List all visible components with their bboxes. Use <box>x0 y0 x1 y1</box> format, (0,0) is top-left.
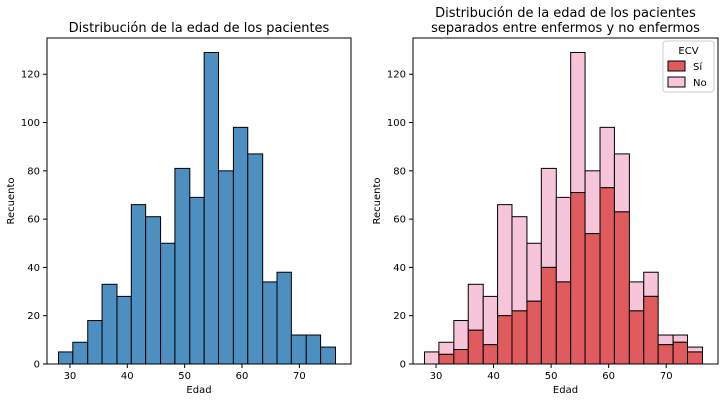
bar <box>232 126 249 365</box>
chart-title: separados entre enfermos y no enfermos <box>431 21 700 36</box>
bar <box>72 341 89 365</box>
bar-segment-no <box>687 346 703 353</box>
bar <box>247 153 264 365</box>
bar-segment-no <box>453 320 469 351</box>
bar <box>218 170 234 365</box>
bar-segment-si <box>613 211 630 365</box>
x-tick-label: 40 <box>121 371 134 382</box>
bar-segment-si <box>687 351 703 365</box>
bar-segment-si <box>657 344 674 365</box>
bar-segment-no <box>497 204 513 317</box>
bar-segment-si <box>672 341 689 365</box>
y-tick-label: 80 <box>27 166 40 177</box>
bar <box>305 334 322 365</box>
legend-label: No <box>693 78 707 89</box>
bar <box>189 196 205 365</box>
bar-segment-no <box>643 271 659 297</box>
bar-segment-no <box>570 51 586 194</box>
bar-segment-si <box>482 344 499 365</box>
y-tick-label: 40 <box>27 263 40 274</box>
x-tick-label: 50 <box>178 371 191 382</box>
plot-frame <box>46 37 352 365</box>
chart-panel-2: 30 40 50 60 70 0 20 40 60 80 100 120 Edad Recuento Dis… <box>372 6 719 396</box>
y-tick-label: 120 <box>21 70 40 81</box>
y-axis-label: Recuento <box>372 177 383 224</box>
plot-frame <box>412 37 719 365</box>
bar <box>57 351 74 365</box>
bar <box>116 295 132 365</box>
bar-segment-no <box>584 170 601 235</box>
legend-title: ECV <box>678 46 698 57</box>
bar-segment-si <box>628 310 645 365</box>
y-tick-label: 60 <box>393 215 406 226</box>
y-tick-label: 0 <box>400 360 406 371</box>
bar-segment-si <box>526 300 542 365</box>
bar-segment-si <box>540 266 557 365</box>
y-tick-label: 0 <box>34 360 40 371</box>
bar <box>203 51 220 365</box>
legend-swatch <box>667 76 686 88</box>
bar-segment-no <box>613 153 630 213</box>
bar-segment-si <box>599 187 615 365</box>
x-tick-label: 60 <box>602 371 615 382</box>
y-axis-label: Recuento <box>6 177 17 224</box>
bar-segment-si <box>467 329 484 365</box>
x-tick-label: 30 <box>64 371 77 382</box>
y-tick-label: 40 <box>393 263 406 274</box>
x-axis-label: Edad <box>186 385 211 396</box>
bar <box>87 320 103 365</box>
bar <box>145 216 162 365</box>
bar <box>174 167 191 365</box>
x-tick-label: 50 <box>545 371 558 382</box>
bar-segment-si <box>643 295 659 365</box>
bar <box>130 204 147 365</box>
bar-segment-no <box>526 242 542 302</box>
bar-segment-no <box>467 283 484 331</box>
chart-title: Distribución de la edad de los pacientes <box>69 21 330 36</box>
bar <box>160 242 176 365</box>
bar-segment-si <box>453 349 469 365</box>
bar-segment-no <box>599 126 615 189</box>
legend: ECV Sí No <box>662 40 715 93</box>
bar <box>262 281 278 365</box>
legend-swatch <box>667 60 686 72</box>
y-tick-label: 80 <box>393 166 406 177</box>
y-tick-label: 20 <box>393 311 406 322</box>
bar-segment-si <box>584 233 601 365</box>
bar-segment-no <box>424 351 440 365</box>
x-tick-label: 70 <box>660 371 673 382</box>
bar-segment-no <box>438 341 455 355</box>
x-tick-label: 40 <box>487 371 500 382</box>
bar <box>276 271 292 365</box>
bar-segment-si <box>511 310 528 365</box>
x-tick-label: 60 <box>236 371 249 382</box>
y-tick-label: 100 <box>21 118 40 129</box>
bar-segment-no <box>511 216 528 312</box>
y-tick-label: 120 <box>387 70 406 81</box>
bar-segment-no <box>672 334 689 343</box>
chart-title: Distribución de la edad de los pacientes <box>435 6 696 21</box>
x-tick-label: 30 <box>430 371 443 382</box>
bar-segment-si <box>555 281 572 365</box>
bar-segment-no <box>482 295 499 346</box>
bar-segment-no <box>628 281 645 312</box>
y-tick-label: 60 <box>27 215 40 226</box>
bar-segment-si <box>497 315 513 365</box>
bar-segment-no <box>555 196 572 283</box>
x-axis-label: Edad <box>553 385 578 396</box>
bar <box>101 283 118 365</box>
bar-segment-no <box>657 334 674 346</box>
x-tick-label: 70 <box>293 371 306 382</box>
bar <box>290 334 307 365</box>
y-tick-label: 20 <box>27 311 40 322</box>
bar <box>320 346 337 365</box>
bar-segment-si <box>438 353 455 365</box>
legend-label: Sí <box>693 61 703 73</box>
bar-segment-si <box>570 192 586 365</box>
chart-panel-1: 30 40 50 60 70 0 20 40 60 80 100 120 Edad Recuento Dis… <box>6 21 352 396</box>
bar-segment-no <box>540 167 557 268</box>
y-tick-label: 100 <box>387 118 406 129</box>
